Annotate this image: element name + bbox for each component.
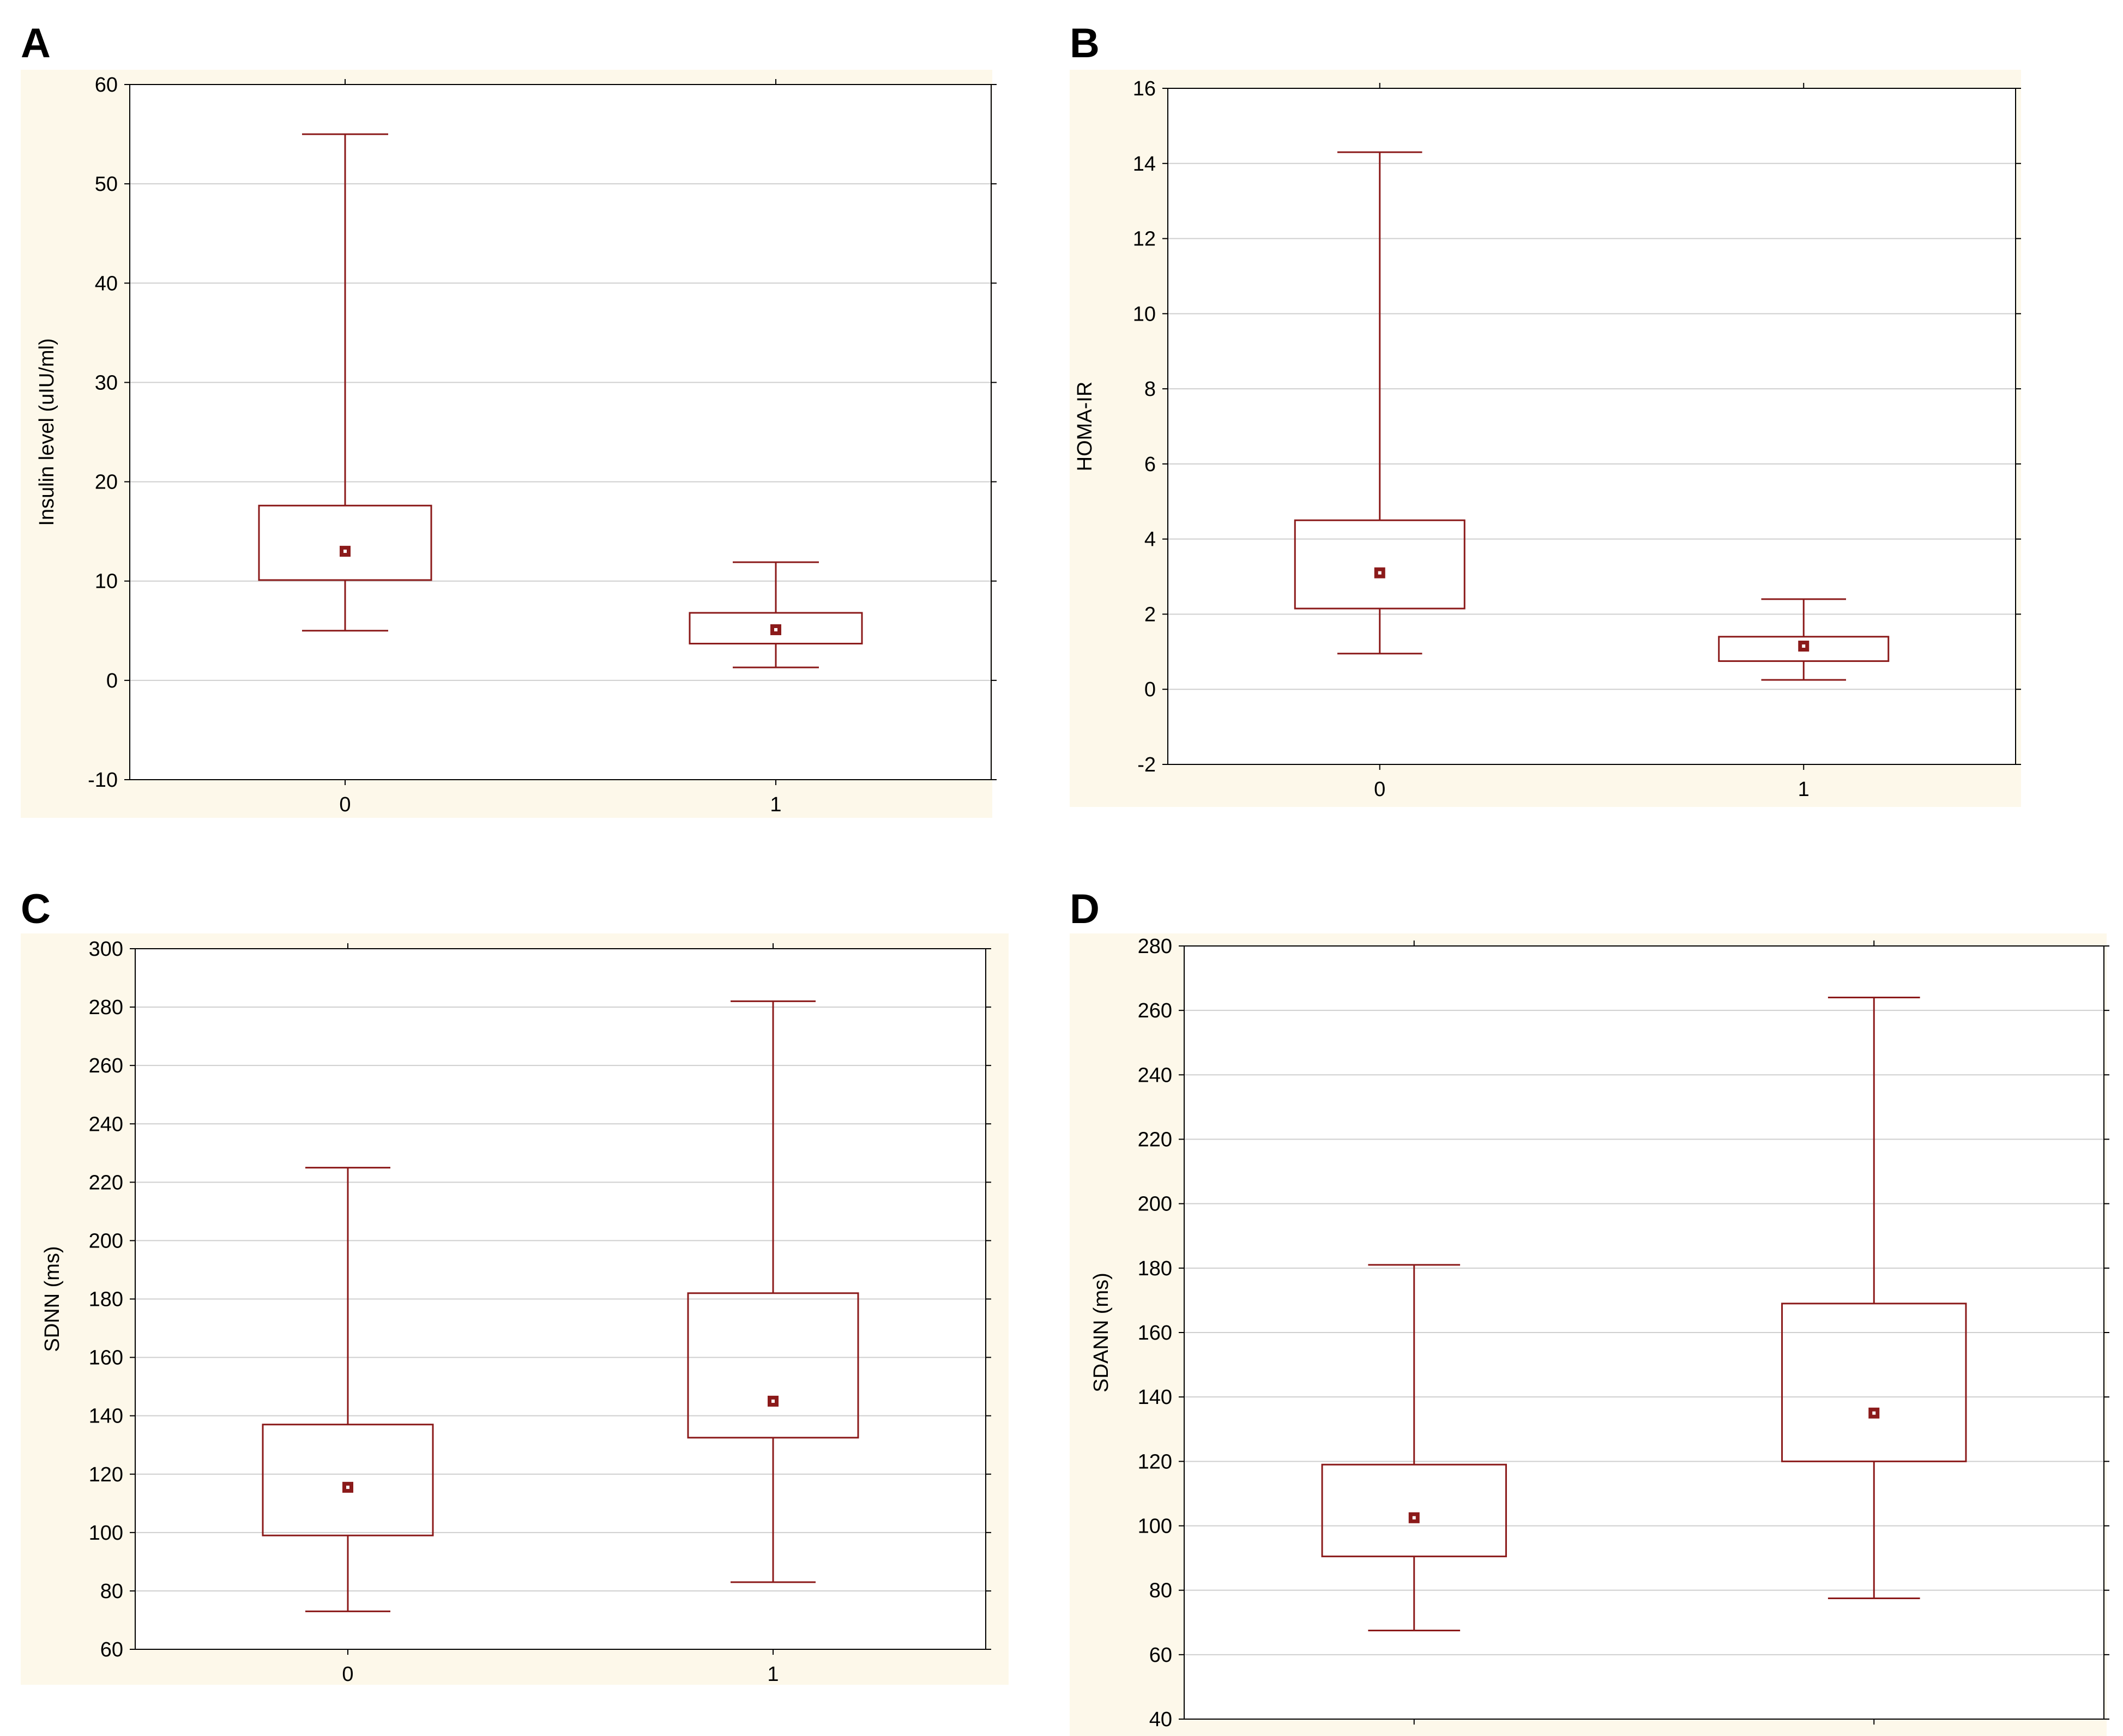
panel-b-ytick-label: 6 [1144,453,1156,476]
panel-c-ylabel: SDNN (ms) [41,1246,64,1352]
panel-d-box-0-iqr-box [1321,1463,1507,1558]
panel-d-frame [1184,945,2104,1720]
panel-c-ytick-label: 240 [89,1113,123,1136]
panel-b-box-1-median-marker-center [1802,644,1806,648]
panel-c-frame [135,948,986,1650]
panel-b-ytick-label: 10 [1133,303,1156,326]
panel-d-letter: D [1070,886,1100,932]
panel-d-ytick-label: 120 [1138,1450,1172,1473]
panel-d-ytick-label: 280 [1138,935,1172,958]
panel-c-ytick-label: 180 [89,1288,123,1311]
panel-a-ytick-label: 0 [106,670,118,692]
panel-a-box-0-iqr-box [258,504,432,581]
panel-a-ytick-label: -10 [88,769,118,792]
panel-a-ytick-label: 10 [95,570,118,593]
panel-c-box-1-median-marker-center [771,1399,775,1403]
panel-a-plot-area [130,85,991,780]
panel-c-ytick-label: 220 [89,1171,123,1194]
panel-b-ytick-label: 0 [1144,678,1156,701]
panel-d-ytick-label: 200 [1138,1193,1172,1216]
panel-c-ytick-label: 260 [89,1054,123,1077]
panel-a-box-0-median-marker-center [343,550,347,553]
panel-d-xtick-label: 0 [1408,1733,1420,1736]
panel-a-box-1-iqr-box [689,612,863,644]
panel-c-xtick-label: 1 [767,1663,779,1686]
panel-a-ylabel: Insulin level (uIU/ml) [35,338,58,526]
panel-c-box-0-iqr-box [262,1424,434,1536]
panel-b-box-0-iqr-box [1294,519,1465,610]
panel-b-box-1-iqr-box [1718,636,1890,662]
panel-c-ytick-label: 80 [100,1580,123,1603]
panel-c-ytick-label: 300 [89,938,123,961]
panel-c: C 60 80 100 120 140 160 180 200 220 240 260 280 300 SD… [21,886,1009,1686]
panel-c-letter: C [21,886,51,932]
panel-c-ytick-label: 280 [89,996,123,1019]
panel-a-xtick-label: 1 [770,793,781,816]
panel-b-ytick-label: 14 [1133,153,1156,176]
panel-d-ytick-label: 60 [1149,1644,1172,1667]
panel-d-ytick-label: 80 [1149,1580,1172,1602]
panel-d-ytick-label: 240 [1138,1064,1172,1087]
panel-b-ylabel: HOMA-IR [1073,382,1096,472]
panel-d-box-1-iqr-box [1781,1303,1967,1462]
panel-a-letter: A [21,20,51,67]
panel-b-xtick-label: 1 [1798,778,1810,801]
panel-c-box-1-iqr-box [687,1292,859,1439]
panel-c-box-0-median-marker-center [346,1485,349,1489]
panel-a-ytick-label: 20 [95,471,118,494]
panel-b-ytick-label: 8 [1144,378,1156,401]
panel-c-ytick-label: 200 [89,1229,123,1252]
panel-d-xtick-label: 1 [1868,1733,1880,1736]
panel-a-ytick-label: 50 [95,173,118,196]
panel-a-ytick-label: 40 [95,272,118,295]
panel-b-box-0-median-marker-center [1378,571,1382,575]
panel-d-ytick-label: 180 [1138,1257,1172,1280]
panel-c-ytick-label: 120 [89,1463,123,1486]
panel-a: A -10 0 10 20 30 40 50 60 Insulin level (uIU/ml) 0… [21,20,997,818]
panel-d-box-0-median-marker-center [1412,1516,1416,1520]
panel-d-ytick-label: 40 [1149,1708,1172,1731]
panel-c-ytick-label: 140 [89,1405,123,1428]
panel-d: D 40 60 80 100 120 140 160 180 200 220 240 260 280 SDA… [1070,886,2109,1736]
panel-b-plot-area [1168,88,2016,764]
panel-c-ytick-label: 100 [89,1522,123,1545]
panel-c-ytick-label: 60 [100,1638,123,1661]
panel-b: B -2 0 2 4 6 8 10 12 14 16 HOMA-IR 0 1 [1070,20,2021,807]
panel-d-ytick-label: 260 [1138,999,1172,1022]
panel-d-ylabel: SDANN (ms) [1090,1273,1113,1393]
panel-b-ytick-label: 4 [1144,528,1156,551]
panel-b-ytick-label: 16 [1133,77,1156,100]
panel-c-xtick-label: 0 [342,1663,353,1686]
panel-b-xtick-label: 0 [1374,778,1385,801]
panel-b-ytick-label: -2 [1137,754,1156,776]
panel-a-ytick-label: 30 [95,371,118,394]
panel-a-xtick-label: 0 [339,793,351,816]
panel-a-ytick-label: 60 [95,74,118,97]
panel-b-ytick-label: 12 [1133,228,1156,251]
panel-a-box-1-median-marker-center [774,628,777,631]
panel-b-ytick-label: 2 [1144,603,1156,626]
panel-d-ytick-label: 140 [1138,1386,1172,1409]
panel-b-letter: B [1070,20,1100,67]
panel-d-ytick-label: 100 [1138,1515,1172,1538]
panel-c-ytick-label: 160 [89,1347,123,1370]
panel-b-frame [1167,88,2016,765]
panel-d-box-1-median-marker-center [1872,1411,1876,1415]
panel-d-ytick-label: 220 [1138,1129,1172,1152]
panel-d-ytick-label: 160 [1138,1322,1172,1345]
panel-a-frame [129,84,992,780]
